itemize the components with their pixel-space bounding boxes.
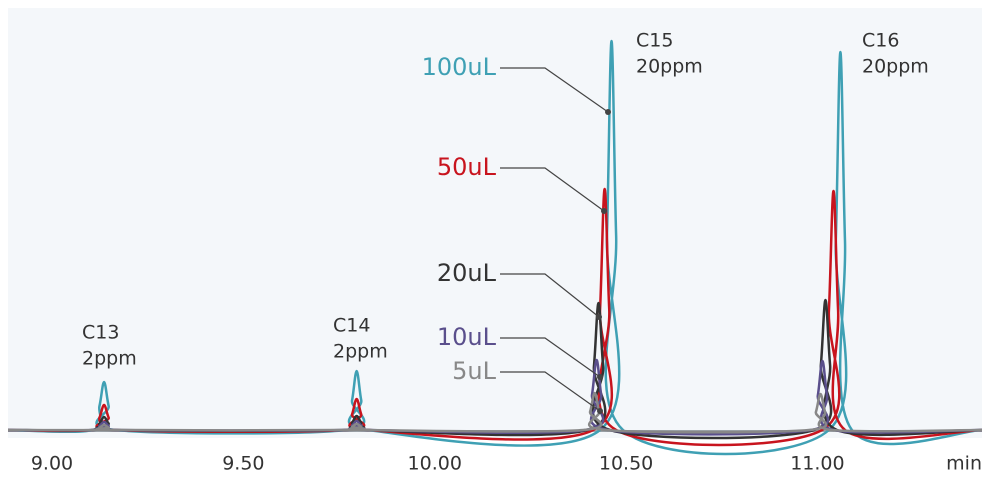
leader-line — [500, 167, 605, 212]
leader-dot — [597, 374, 603, 380]
series-label: 20uL — [437, 259, 497, 287]
leader-dot — [596, 314, 602, 320]
x-axis-label: min — [946, 453, 982, 475]
series-line — [7, 391, 983, 434]
peak-label: C16 — [862, 30, 899, 52]
peak-note: 20ppm — [862, 56, 929, 78]
peak-label: C14 — [333, 315, 370, 337]
leader-line — [500, 337, 601, 378]
leader-dot — [605, 109, 611, 115]
peak-note: 2ppm — [333, 341, 388, 363]
leader-dot — [601, 208, 607, 214]
series-label: 10uL — [437, 323, 497, 351]
peak-note: 20ppm — [636, 56, 703, 78]
x-tick-label: 9.00 — [31, 453, 73, 475]
series-label: 5uL — [452, 357, 496, 385]
peak-label: C13 — [82, 322, 119, 344]
leader-line — [500, 67, 609, 113]
x-tick-label: 10.00 — [408, 453, 462, 475]
series-label: 100uL — [422, 53, 497, 81]
series-label: 50uL — [437, 153, 497, 181]
series-line — [7, 358, 983, 436]
x-tick-label: 10.50 — [599, 453, 653, 475]
leader-line — [500, 273, 600, 318]
leader-dot — [597, 408, 603, 414]
x-tick-label: 9.50 — [222, 453, 264, 475]
x-tick-label: 11.00 — [790, 453, 844, 475]
peak-label: C15 — [636, 30, 673, 52]
leader-line — [500, 371, 601, 412]
peak-note: 2ppm — [82, 348, 137, 370]
